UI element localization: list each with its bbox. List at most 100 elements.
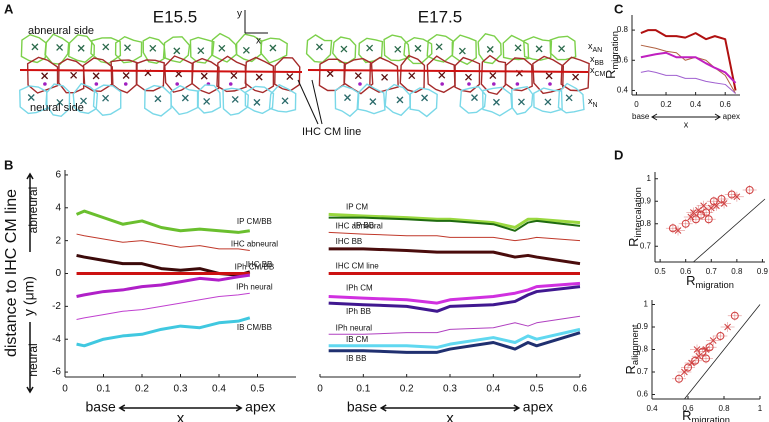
series-line [328,247,581,266]
y-axis-title: Rintercalation [626,187,643,247]
cell-mark [197,47,205,55]
scatter-point [690,209,697,216]
x-axis-start: base [85,399,116,415]
x-axis-title-main: R [686,273,695,288]
cell-mark [394,45,402,53]
x-tick-label: 0.5 [530,384,544,395]
y-tick-label: 1 [644,300,649,309]
cell-mark [340,45,348,53]
x-axis-arrow [118,404,243,412]
x-axis-title: Rmigration [682,408,730,422]
cell-outline [358,37,384,64]
x-tick-label: 0 [634,100,639,109]
cell-mark [326,70,334,78]
scatter-point [697,210,706,219]
cell-outline [82,57,114,93]
y-tick-label: 0.8 [637,345,649,354]
cell-mark [31,43,39,51]
series-line [640,51,737,84]
y-axis-title: Rmigration [603,31,620,79]
cell-outline [399,54,426,94]
y-tick-label: 2 [55,235,61,246]
x-tick-label: 0.8 [718,404,730,413]
cell-outline [459,85,487,114]
cell-outline [244,85,275,115]
cell-mark [122,72,130,79]
cell-outline [222,87,250,116]
cell-outline [268,83,297,113]
panel-label: C [614,1,624,16]
cell-mark [286,73,294,81]
line-name: xCM [590,65,606,77]
x-tick-label: 0.3 [443,384,457,395]
cell-outline [259,37,288,64]
x-axis-end: apex [245,399,275,415]
x-tick-label: 0 [62,384,68,395]
series-label: IPh BB [346,307,371,316]
cell-mark [255,73,263,81]
cell-outline [451,34,477,66]
cell-outline [90,37,122,65]
cell-outline [343,57,374,95]
cell-outline [135,59,165,92]
y-tick-label: 4 [55,202,61,213]
cell-mark [154,95,162,103]
cell-outline [189,36,215,64]
basal-body [94,82,99,86]
cell-mark [421,94,429,102]
x-tick-label: 0 [317,384,323,395]
y-axis-title-sub: migration [610,31,620,69]
y-tick-label: 0.7 [640,241,652,250]
cell-mark [80,97,87,105]
cell-outline [170,85,199,116]
line-name-sub: N [593,102,598,109]
cell-outline [369,56,399,93]
series-label: IP BB [354,221,374,230]
cell-outline [162,36,191,64]
cell-mark [514,44,522,52]
x-axis-title-sub: migration [695,280,733,290]
cell-outline [383,34,411,62]
series-line [640,44,736,94]
x-tick-label: 0.4 [212,384,226,395]
series-label: IP CM/BB [237,217,272,226]
panel-label: D [614,147,623,162]
series-line [76,316,251,348]
x-axis-title: Rmigration [686,273,734,290]
x-axis-start: base [347,399,378,415]
cell-mark [535,45,543,53]
cell-mark [381,73,389,81]
cell-outline [318,58,346,92]
cell-outline [68,34,95,64]
cell-mark [572,73,580,81]
identity-line [684,304,761,400]
x-tick-label: 0.9 [757,267,769,276]
basal-body [43,82,47,86]
line-name-main: x [590,65,595,75]
cell-mark [102,94,110,102]
y-tick-label: -2 [52,301,61,312]
series-label: IHC abneural [231,240,278,249]
scatter-point [674,227,682,234]
callout-line [297,79,319,125]
line-name: xBB [590,54,604,66]
cell-mark [41,72,49,80]
cell-mark [242,46,250,54]
x-tick-label: 0.2 [400,384,414,395]
line-name-sub: BB [595,60,605,67]
cell-drawing [19,32,590,118]
cell-mark [181,94,189,102]
scatter-point [705,343,714,352]
basal-body [440,82,444,86]
scatter-point [709,197,718,206]
x-tick-label: 0.6 [680,267,692,276]
x-tick-label: 0.4 [690,100,702,109]
callout-line [311,79,323,125]
cell-mark [27,94,35,101]
axis-icon-label: x [256,36,261,47]
basal-body [467,82,471,86]
x-tick-label: 0.3 [174,384,188,395]
identity-line [693,198,766,263]
cell-outline [191,57,220,95]
